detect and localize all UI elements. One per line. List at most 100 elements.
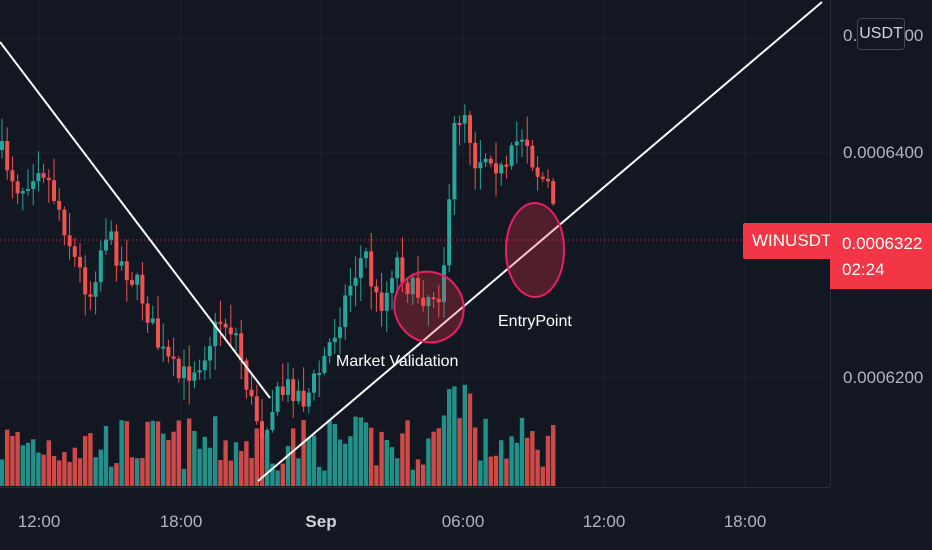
candle-body: [88, 294, 93, 297]
candle-body: [15, 181, 20, 194]
volume-bar: [223, 440, 228, 486]
candle-body: [468, 115, 472, 143]
volume-bar: [275, 470, 280, 486]
volume-bar: [98, 449, 103, 486]
uptrend-line[interactable]: [257, 1, 823, 482]
candle-body: [182, 366, 186, 379]
volume-bar: [72, 447, 77, 486]
candle-body: [488, 158, 493, 164]
price-tick-1: 0.0006200: [843, 368, 924, 387]
candle-body: [353, 277, 358, 286]
candle-body: [478, 162, 483, 169]
chart-pane[interactable]: Market Validation EntryPoint: [0, 0, 830, 487]
volume-bar: [322, 470, 327, 486]
volume-bar: [311, 435, 317, 486]
volume-bar: [535, 449, 540, 486]
time-tick-2: Sep: [305, 512, 337, 531]
volume-bar: [93, 457, 98, 486]
volume-bar: [244, 441, 249, 486]
candlestick-chart[interactable]: [0, 0, 830, 487]
candle-body: [260, 421, 264, 439]
candle-body: [239, 333, 244, 361]
candle-body: [254, 396, 259, 422]
candle-body: [197, 370, 202, 373]
volume-bar: [545, 435, 551, 486]
volume-bar: [504, 458, 509, 486]
volume-bar: [483, 418, 488, 486]
volume-bars: [0, 384, 556, 486]
candle-body: [124, 261, 129, 281]
time-tick-0: 12:00: [17, 512, 61, 531]
volume-bar: [36, 452, 41, 486]
candle-body: [41, 173, 46, 178]
volume-bar: [228, 460, 233, 486]
volume-bar: [46, 440, 51, 486]
volume-bar: [473, 427, 478, 486]
volume-bar: [187, 418, 192, 486]
candle-body: [265, 429, 270, 439]
volume-bar: [519, 417, 525, 486]
volume-bar: [249, 458, 254, 486]
candle-body: [166, 346, 171, 357]
candle-body: [457, 122, 462, 125]
market-validation-circle[interactable]: [381, 258, 478, 356]
candle-body: [5, 141, 10, 171]
volume-bar: [51, 455, 57, 486]
currency-button[interactable]: USDT: [857, 18, 905, 50]
volume-bar: [239, 451, 244, 486]
downtrend-line[interactable]: [0, 41, 271, 399]
candle-body: [410, 277, 415, 295]
candle-body: [52, 180, 56, 201]
volume-bar: [389, 447, 395, 486]
volume-bar: [114, 463, 119, 486]
candle-body: [400, 257, 405, 283]
candle-body: [135, 274, 140, 285]
volume-bar: [171, 431, 176, 486]
candle-body: [540, 176, 545, 179]
candle-body: [317, 373, 322, 376]
candle-body: [338, 327, 342, 338]
candle-body: [291, 379, 296, 402]
candle-body: [504, 164, 509, 167]
candle-body: [546, 178, 550, 182]
volume-bar: [176, 420, 181, 486]
candle-body: [275, 386, 280, 412]
candle-body: [104, 239, 108, 251]
symbol-label: WINUSDT: [743, 223, 841, 259]
candle-body: [114, 231, 119, 266]
candle-body: [348, 285, 353, 296]
volume-bar: [129, 457, 135, 486]
candle-body: [327, 342, 332, 357]
time-axis[interactable]: 12:00 18:00 Sep 06:00 12:00 18:00: [0, 487, 830, 550]
volume-bar: [103, 425, 109, 486]
volume-bar: [207, 447, 213, 486]
volume-bar: [306, 437, 311, 486]
candle-body: [452, 122, 457, 200]
volume-bar: [166, 439, 171, 486]
candle-body: [514, 141, 519, 146]
candle-body: [390, 278, 394, 293]
volume-bar: [291, 428, 296, 486]
volume-bar: [374, 465, 379, 486]
candle-body: [416, 277, 420, 298]
volume-bar: [20, 445, 25, 486]
candle-body: [171, 356, 176, 359]
volume-bar: [265, 437, 270, 486]
candle-body: [395, 257, 400, 279]
candle-body: [322, 356, 327, 374]
candle-body: [31, 181, 36, 189]
volume-bar: [452, 386, 457, 486]
volume-bar: [530, 431, 535, 486]
candle-body: [213, 321, 218, 347]
candle-body: [93, 282, 98, 297]
volume-bar: [280, 463, 285, 486]
volume-bar: [525, 437, 530, 486]
volume-bar: [150, 420, 155, 486]
candle-body: [109, 231, 114, 240]
entry-point-circle[interactable]: [505, 202, 565, 298]
volume-bar: [83, 436, 88, 486]
candle-body: [161, 346, 166, 349]
volume-bar: [384, 440, 389, 486]
candle-body: [442, 265, 446, 303]
volume-bar: [192, 430, 197, 486]
